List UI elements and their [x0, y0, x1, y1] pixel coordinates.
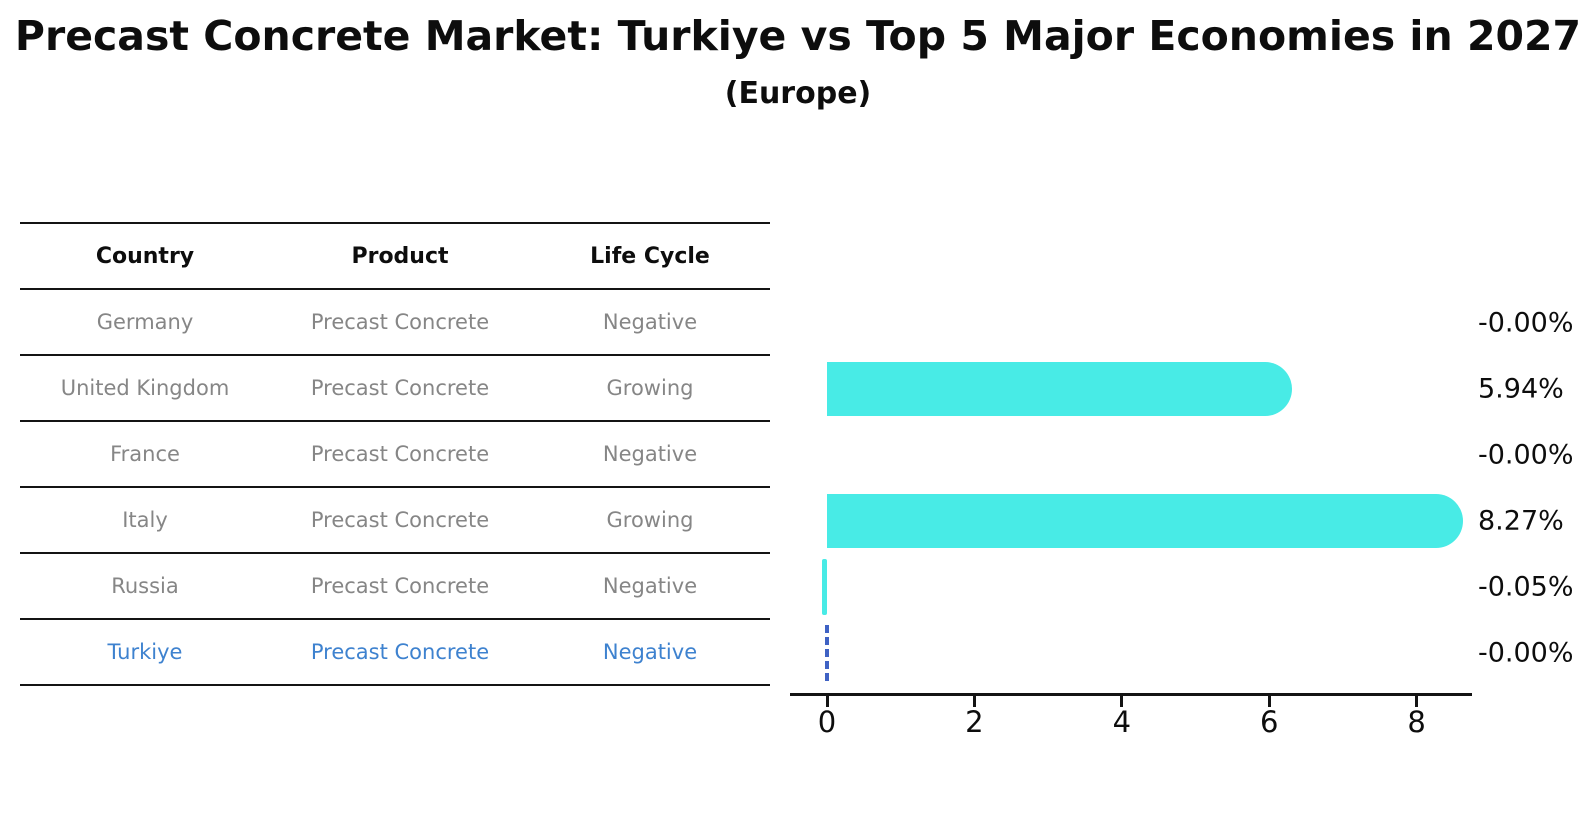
cell-country: Germany — [96, 310, 194, 334]
cell-country: France — [110, 442, 180, 466]
table-row: France Precast Concrete Negative — [20, 422, 770, 488]
table-row: Russia Precast Concrete Negative — [20, 554, 770, 620]
value-label-turkiye: -0.00% — [1478, 637, 1574, 669]
cell-life-cycle: Growing — [606, 508, 694, 532]
x-tick-label-4: 4 — [1112, 705, 1132, 739]
table-row: Germany Precast Concrete Negative — [20, 290, 770, 356]
cell-product: Precast Concrete — [310, 574, 490, 598]
value-label-italy: 8.27% — [1478, 505, 1564, 537]
x-tick-label-2: 2 — [965, 705, 984, 739]
value-label-russia: -0.05% — [1478, 571, 1574, 603]
table-header-row: Country Product Life Cycle — [20, 224, 770, 290]
x-tick-label-0: 0 — [817, 705, 837, 739]
x-tick-0 — [825, 696, 829, 707]
bar-italy — [827, 494, 1464, 548]
header-product: Product — [351, 243, 449, 269]
value-label-france: -0.00% — [1478, 439, 1574, 471]
x-tick-label-8: 8 — [1407, 705, 1426, 739]
x-tick-label-6: 6 — [1259, 705, 1279, 739]
value-label-united-kingdom: 5.94% — [1478, 373, 1564, 405]
cell-country: Russia — [111, 574, 179, 598]
x-tick-2 — [972, 696, 976, 707]
cell-life-cycle: Negative — [602, 574, 698, 598]
cell-product: Precast Concrete — [310, 640, 490, 664]
cell-life-cycle: Negative — [602, 310, 698, 334]
cell-life-cycle: Negative — [602, 640, 698, 664]
x-tick-8 — [1415, 696, 1419, 707]
bar-united-kingdom — [827, 362, 1292, 416]
country-table: Country Product Life Cycle Germany Preca… — [20, 222, 770, 686]
x-tick-6 — [1267, 696, 1271, 707]
table-row: United Kingdom Precast Concrete Growing — [20, 356, 770, 422]
cell-product: Precast Concrete — [310, 442, 490, 466]
header-life-cycle: Life Cycle — [590, 243, 710, 269]
x-axis — [790, 693, 1472, 696]
cell-product: Precast Concrete — [310, 508, 490, 532]
cell-product: Precast Concrete — [310, 376, 490, 400]
x-tick-4 — [1120, 696, 1124, 707]
cell-country: Turkiye — [107, 640, 183, 664]
cell-country: Italy — [122, 508, 168, 532]
value-label-germany: -0.00% — [1478, 307, 1574, 339]
cell-product: Precast Concrete — [310, 310, 490, 334]
header-country: Country — [95, 243, 195, 269]
table-row-turkiye: Turkiye Precast Concrete Negative — [20, 620, 770, 686]
chart-subtitle: (Europe) — [724, 76, 872, 111]
cell-life-cycle: Negative — [602, 442, 698, 466]
cell-country: United Kingdom — [60, 376, 230, 400]
cell-life-cycle: Growing — [606, 376, 694, 400]
chart-title: Precast Concrete Market: Turkiye vs Top … — [14, 12, 1582, 60]
table-row: Italy Precast Concrete Growing — [20, 488, 770, 554]
zero-marker-turkiye — [825, 625, 829, 681]
bar-russia — [822, 559, 827, 615]
